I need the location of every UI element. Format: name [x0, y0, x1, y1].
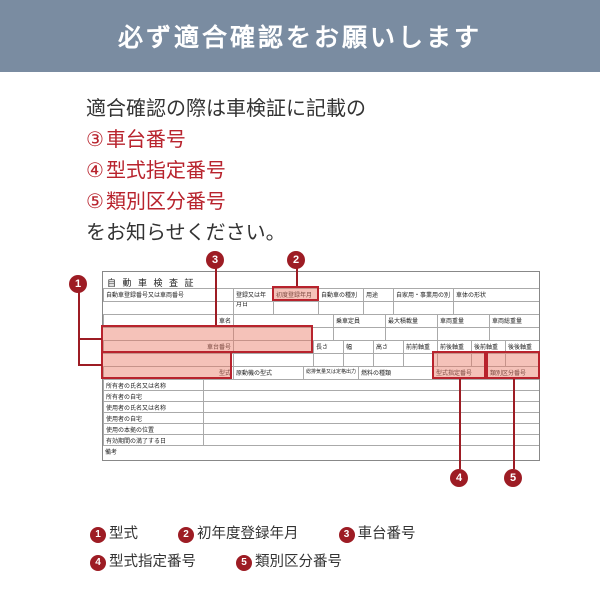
- intro-block: 適合確認の際は車検証に記載の ③車台番号 ④型式指定番号 ⑤類別区分番号 をお知…: [0, 72, 600, 253]
- cell: 最大積載量: [385, 315, 437, 327]
- cell: [318, 302, 363, 314]
- badge-5: 5: [504, 469, 522, 487]
- cell: 原動機の型式: [233, 367, 303, 379]
- intro-item-num-1: ③: [86, 129, 104, 151]
- legend-text-5: 類別区分番号: [255, 554, 342, 570]
- cell: [313, 354, 343, 366]
- cell: 有効期間の満了する日: [103, 435, 203, 445]
- highlight-4: [432, 351, 486, 379]
- legend-text-4: 型式指定番号: [109, 554, 196, 570]
- intro-line-1: 適合確認の際は車検証に記載の: [86, 94, 600, 125]
- intro-item-text-3: 類別区分番号: [106, 191, 226, 213]
- diagram: 自 動 車 検 査 証 自動車登録番号又は車両番号 登録又は年月日 初度登録年月…: [0, 253, 600, 503]
- badge-3: 3: [206, 251, 224, 269]
- connector: [78, 338, 102, 340]
- cell: [203, 435, 539, 445]
- intro-item-num-2: ④: [86, 160, 104, 182]
- cell: 使用者の氏名又は名称: [103, 402, 203, 412]
- intro-item-text-2: 型式指定番号: [106, 160, 226, 182]
- cell: [203, 413, 539, 423]
- cell: 自動車の種別: [318, 289, 363, 301]
- cell: [203, 402, 539, 412]
- cell: [203, 391, 539, 401]
- cell: 登録又は年月日: [233, 289, 273, 301]
- cell: 備考: [103, 446, 133, 461]
- cell: [343, 354, 373, 366]
- cell: 長さ: [313, 341, 343, 353]
- legend-badge-1: 1: [90, 527, 106, 543]
- cell: 自家用・事業用の別: [393, 289, 453, 301]
- cell: [333, 328, 385, 340]
- cell: 使用の本拠の位置: [103, 424, 203, 434]
- cell: [393, 302, 453, 314]
- banner-title: 必ず適合確認をお願いします: [0, 0, 600, 72]
- connector: [78, 364, 102, 366]
- cell: [453, 302, 541, 314]
- intro-item-num-3: ⑤: [86, 191, 104, 213]
- intro-item-text-1: 車台番号: [106, 129, 186, 151]
- cell: 用途: [363, 289, 393, 301]
- cell: 燃料の種類: [358, 367, 433, 379]
- cell: 車両重量: [437, 315, 489, 327]
- legend-text-1: 型式: [109, 526, 138, 542]
- cell: [489, 328, 541, 340]
- legend-badge-5: 5: [236, 555, 252, 571]
- cell: [385, 328, 437, 340]
- highlight-3: [101, 325, 313, 353]
- legend: 1型式 2初年度登録年月 3車台番号 4型式指定番号 5類別区分番号: [0, 503, 600, 576]
- connector: [459, 379, 461, 469]
- cell: [203, 424, 539, 434]
- highlight-2: [272, 286, 319, 301]
- cell: [233, 354, 313, 366]
- cell: 高さ: [373, 341, 403, 353]
- cell: [203, 380, 539, 390]
- cell: [437, 328, 489, 340]
- cell: [373, 354, 403, 366]
- cell: 所有者の自宅: [103, 391, 203, 401]
- badge-4: 4: [450, 469, 468, 487]
- cell: 総排気量又は定格出力: [303, 367, 358, 379]
- legend-badge-3: 3: [339, 527, 355, 543]
- cell: 幅: [343, 341, 373, 353]
- cell: 乗車定員: [333, 315, 385, 327]
- legend-badge-2: 2: [178, 527, 194, 543]
- connector: [78, 291, 80, 366]
- connector: [513, 379, 515, 469]
- intro-line-2: をお知らせください。: [86, 218, 600, 249]
- cell: [273, 302, 318, 314]
- cell: 車両総重量: [489, 315, 541, 327]
- highlight-1: [101, 351, 232, 379]
- cell: 車体の形状: [453, 289, 541, 301]
- badge-2: 2: [287, 251, 305, 269]
- connector: [215, 265, 217, 325]
- cell: [363, 302, 393, 314]
- legend-text-3: 車台番号: [358, 526, 416, 542]
- legend-badge-4: 4: [90, 555, 106, 571]
- cell: 使用者の自宅: [103, 413, 203, 423]
- cell: [233, 302, 273, 314]
- legend-text-2: 初年度登録年月: [197, 526, 299, 542]
- highlight-5: [486, 351, 540, 379]
- cell: 所有者の氏名又は名称: [103, 380, 203, 390]
- badge-1: 1: [69, 275, 87, 293]
- cell: 自動車登録番号又は車両番号: [103, 289, 233, 301]
